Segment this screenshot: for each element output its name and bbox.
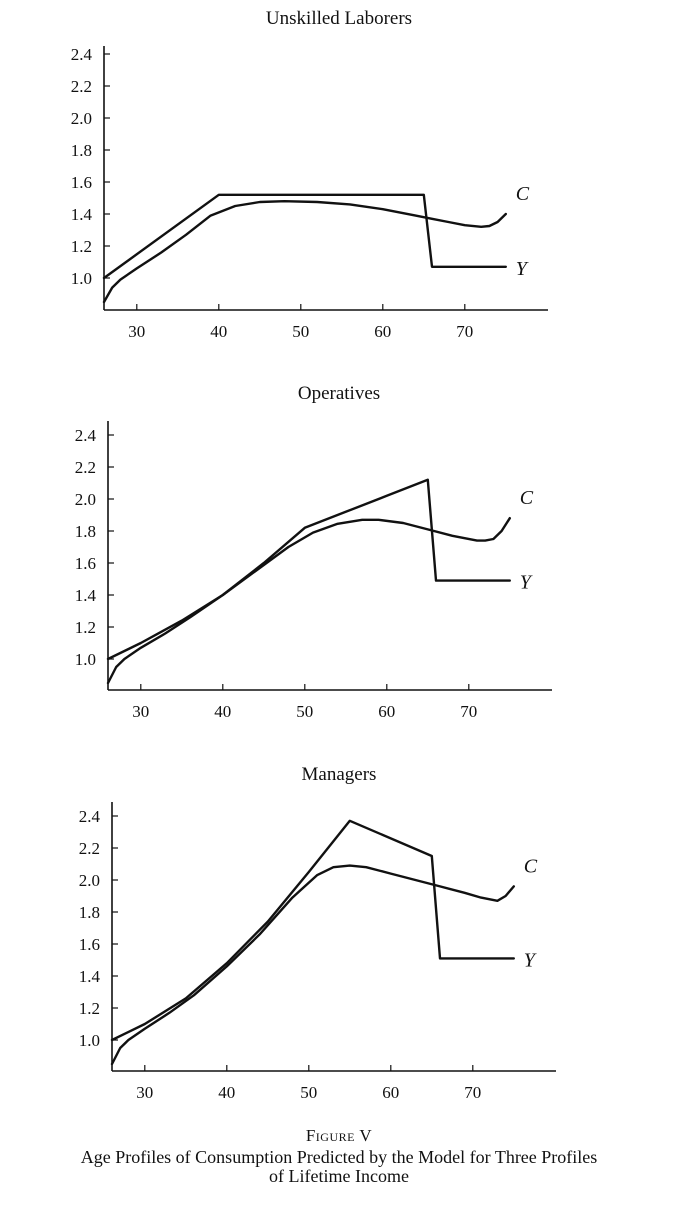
x-tick-label: 60 bbox=[378, 702, 395, 721]
chart-title: Operatives bbox=[297, 383, 381, 404]
x-tick-label: 50 bbox=[296, 702, 313, 721]
series-c-label: C bbox=[516, 183, 530, 205]
y-tick-label: 1.4 bbox=[71, 205, 93, 224]
y-tick-label: 1.6 bbox=[79, 935, 100, 954]
series-y-label: Y bbox=[524, 949, 537, 971]
y-tick-label: 2.4 bbox=[75, 426, 97, 445]
y-tick-label: 2.2 bbox=[75, 458, 96, 477]
y-tick-label: 1.6 bbox=[75, 554, 96, 573]
chart-managers: 1.0 1.2 1.4 1.6 1.8 2.0 2.2 2.4 30 40 50 60 70 C Y bbox=[79, 802, 556, 1102]
y-tick-label: 1.8 bbox=[71, 141, 92, 160]
x-tick-label: 30 bbox=[128, 322, 145, 341]
y-tick-label: 1.6 bbox=[71, 173, 92, 192]
x-tick-label: 50 bbox=[300, 1083, 317, 1102]
y-tick-label: 2.0 bbox=[79, 871, 100, 890]
chart-unskilled-laborers: 1.0 1.2 1.4 1.6 1.8 2.0 2.2 2.4 30 40 50 60 70 C Y bbox=[71, 45, 548, 341]
series-y-line bbox=[110, 819, 515, 1042]
series-c-label: C bbox=[524, 855, 538, 877]
x-tick-label: 50 bbox=[292, 322, 309, 341]
y-tick-label: 1.0 bbox=[71, 269, 92, 288]
figure-label: Figure V bbox=[305, 1126, 373, 1145]
figure-title-line-2: of Lifetime Income bbox=[269, 1166, 409, 1186]
y-tick-label: 2.4 bbox=[71, 45, 93, 64]
y-tick-label: 1.4 bbox=[79, 967, 101, 986]
y-tick-label: 2.2 bbox=[71, 77, 92, 96]
panel-operatives: Operatives 1.0 1.2 1.4 1.6 1.8 2.0 2.2 2.4 30 40 5… bbox=[0, 383, 678, 721]
series-c-line bbox=[110, 864, 515, 1066]
y-tick-label: 1.4 bbox=[75, 586, 97, 605]
series-c-line bbox=[106, 516, 511, 685]
x-tick-label: 30 bbox=[136, 1083, 153, 1102]
y-tick-label: 2.2 bbox=[79, 839, 100, 858]
y-tick-label: 1.2 bbox=[71, 237, 92, 256]
y-tick-label: 2.0 bbox=[71, 109, 92, 128]
y-tick-label: 2.4 bbox=[79, 807, 101, 826]
x-tick-label: 40 bbox=[210, 322, 227, 341]
figure-title-line-1: Age Profiles of Consumption Predicted by… bbox=[80, 1147, 598, 1167]
series-c-line bbox=[102, 199, 507, 304]
series-y-label: Y bbox=[516, 258, 529, 280]
x-tick-label: 30 bbox=[132, 702, 149, 721]
y-tick-label: 1.0 bbox=[75, 650, 96, 669]
x-tick-label: 40 bbox=[214, 702, 231, 721]
x-tick-label: 40 bbox=[218, 1083, 235, 1102]
series-y-line bbox=[102, 193, 507, 280]
panel-managers: Managers 1.0 1.2 1.4 1.6 1.8 2.0 2.2 2.4 30 40 50 6… bbox=[0, 764, 678, 1102]
x-tick-label: 70 bbox=[456, 322, 473, 341]
y-tick-label: 2.0 bbox=[75, 490, 96, 509]
x-tick-label: 70 bbox=[464, 1083, 481, 1102]
y-tick-label: 1.8 bbox=[79, 903, 100, 922]
y-tick-label: 1.0 bbox=[79, 1031, 100, 1050]
y-tick-label: 1.8 bbox=[75, 522, 96, 541]
x-tick-label: 60 bbox=[374, 322, 391, 341]
x-tick-label: 60 bbox=[382, 1083, 399, 1102]
chart-operatives: 1.0 1.2 1.4 1.6 1.8 2.0 2.2 2.4 30 40 50 60 70 C Y bbox=[75, 421, 552, 721]
figure-title: Age Profiles of Consumption Predicted by… bbox=[0, 1148, 678, 1186]
y-tick-label: 1.2 bbox=[75, 618, 96, 637]
y-tick-label: 1.2 bbox=[79, 999, 100, 1018]
series-y-line bbox=[106, 478, 511, 661]
series-y-label: Y bbox=[520, 572, 533, 594]
chart-title: Managers bbox=[301, 764, 377, 785]
chart-title: Unskilled Laborers bbox=[265, 8, 413, 29]
x-tick-label: 70 bbox=[460, 702, 477, 721]
series-c-label: C bbox=[520, 487, 534, 509]
panel-unskilled-laborers: Unskilled Laborers 1.0 1.2 1.4 1.6 1.8 2.0 2.2… bbox=[0, 8, 678, 341]
